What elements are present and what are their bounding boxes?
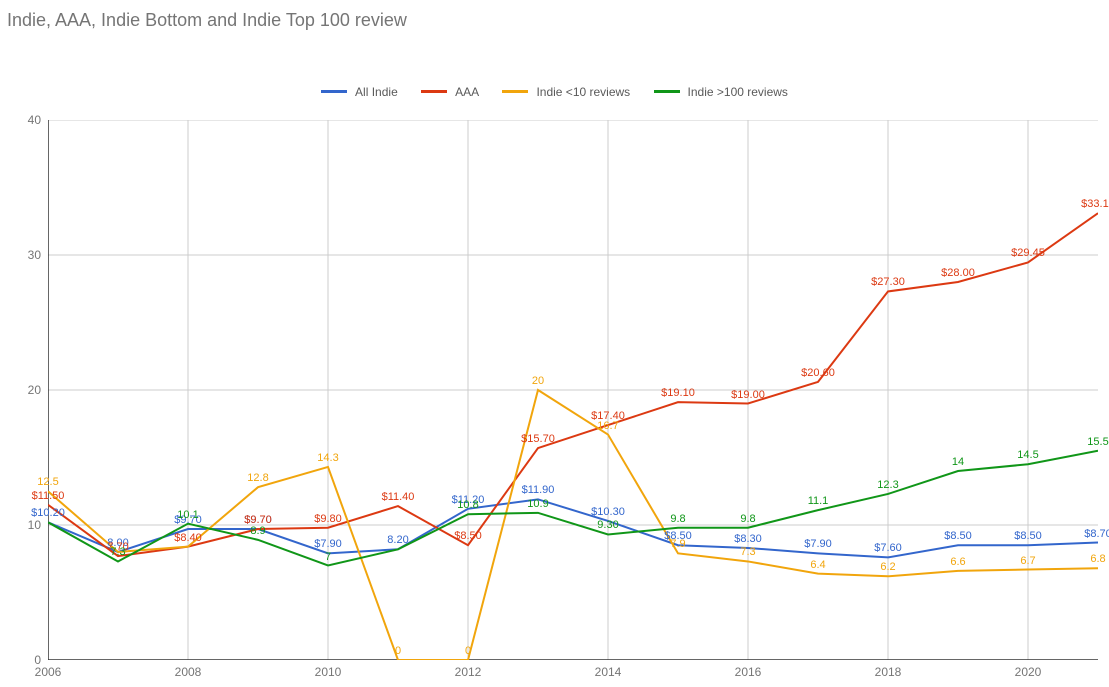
x-tick-label: 2008	[175, 665, 202, 679]
x-tick-label: 2020	[1015, 665, 1042, 679]
chart-title: Indie, AAA, Indie Bottom and Indie Top 1…	[7, 10, 407, 31]
x-tick-label: 2018	[875, 665, 902, 679]
x-tick-label: 2014	[595, 665, 622, 679]
legend-item-indie-lt10[interactable]: Indie <10 reviews	[502, 85, 630, 99]
legend-swatch	[321, 90, 347, 93]
legend-swatch	[502, 90, 528, 93]
legend-label: Indie >100 reviews	[688, 85, 788, 99]
x-tick-label: 2006	[35, 665, 62, 679]
plot-area	[48, 120, 1098, 660]
y-tick-label: 20	[11, 383, 41, 397]
x-tick-label: 2010	[315, 665, 342, 679]
series-line-aaa[interactable]	[48, 213, 1098, 556]
plot-svg	[48, 120, 1098, 660]
legend-swatch	[654, 90, 680, 93]
chart-container: Indie, AAA, Indie Bottom and Indie Top 1…	[0, 0, 1109, 687]
legend-item-all-indie[interactable]: All Indie	[321, 85, 398, 99]
x-tick-label: 2016	[735, 665, 762, 679]
legend-swatch	[421, 90, 447, 93]
legend-label: Indie <10 reviews	[536, 85, 630, 99]
y-tick-label: 10	[11, 518, 41, 532]
legend-label: AAA	[455, 85, 479, 99]
legend: All Indie AAA Indie <10 reviews Indie >1…	[0, 82, 1109, 99]
legend-item-indie-gt100[interactable]: Indie >100 reviews	[654, 85, 788, 99]
legend-label: All Indie	[355, 85, 398, 99]
y-tick-label: 40	[11, 113, 41, 127]
x-tick-label: 2012	[455, 665, 482, 679]
legend-item-aaa[interactable]: AAA	[421, 85, 479, 99]
y-tick-label: 30	[11, 248, 41, 262]
